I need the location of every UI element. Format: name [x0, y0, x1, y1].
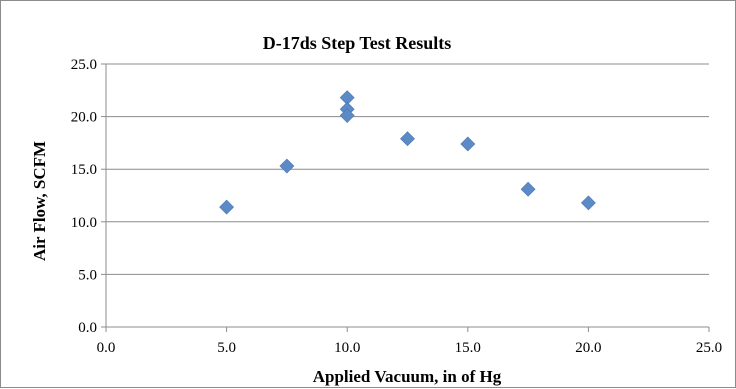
- data-point: [460, 136, 476, 152]
- x-tick-labels: 0.0 5.0 10.0 15.0 20.0 25.0: [97, 340, 723, 356]
- x-tick-label: 5.0: [217, 340, 236, 356]
- axes: [101, 63, 710, 332]
- chart-title: D-17ds Step Test Results: [263, 33, 452, 53]
- y-tick-label: 0.0: [78, 320, 97, 336]
- data-point: [580, 195, 596, 211]
- y-axis-label: Air Flow, SCFM: [30, 141, 49, 261]
- x-tick-label: 25.0: [696, 340, 722, 356]
- data-points: [219, 90, 596, 215]
- x-tick-label: 0.0: [97, 340, 116, 356]
- data-point: [400, 131, 415, 147]
- data-point: [520, 181, 536, 197]
- y-tick-label: 20.0: [71, 110, 97, 126]
- y-tick-label: 25.0: [71, 57, 97, 73]
- y-tick-label: 15.0: [71, 162, 97, 178]
- x-tick-label: 10.0: [334, 340, 360, 356]
- y-tick-label: 10.0: [71, 215, 97, 231]
- y-tick-label: 5.0: [78, 267, 97, 283]
- data-point: [339, 108, 355, 123]
- y-tick-labels: 0.0 5.0 10.0 15.0 20.0 25.0: [71, 57, 97, 336]
- x-tick-label: 15.0: [455, 340, 481, 356]
- data-point: [219, 199, 235, 215]
- x-tick-label: 20.0: [575, 340, 601, 356]
- x-axis-label: Applied Vacuum, in of Hg: [313, 367, 502, 386]
- data-point: [279, 158, 295, 174]
- gridlines: [106, 63, 709, 275]
